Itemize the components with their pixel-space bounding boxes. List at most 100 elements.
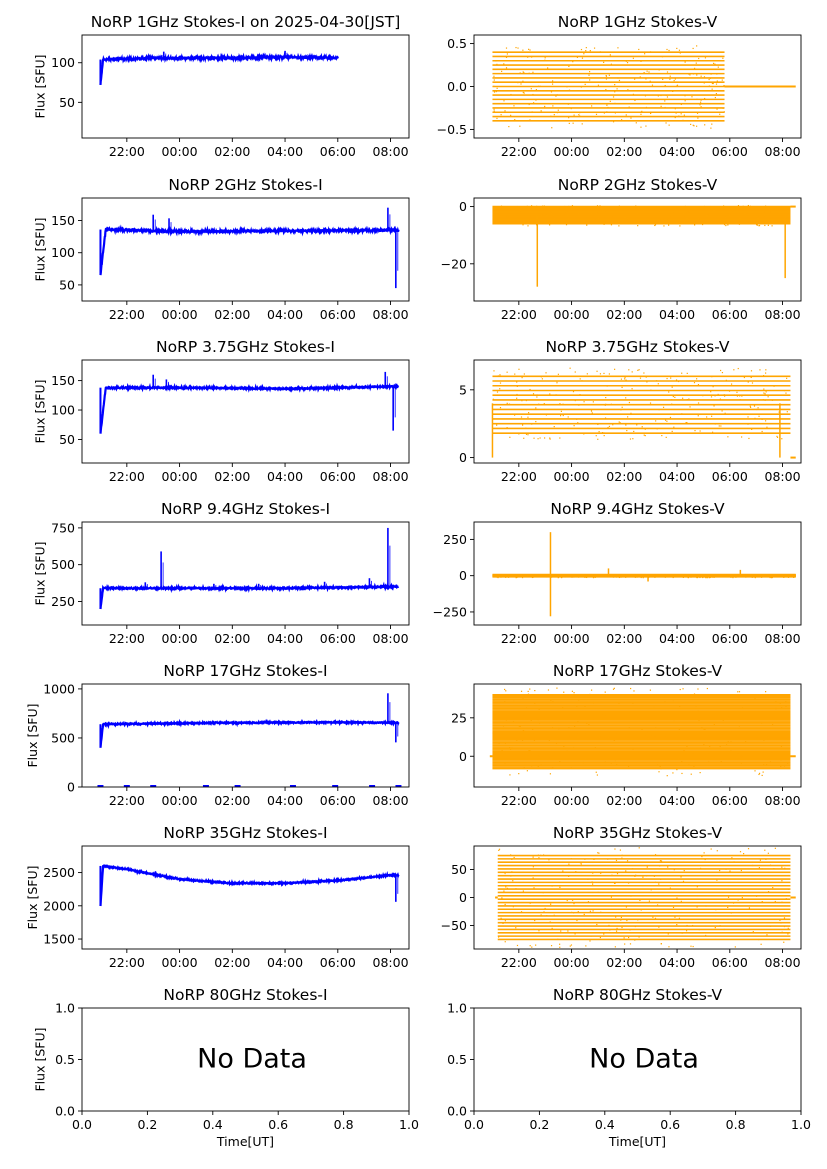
stokes-v-point	[704, 574, 706, 576]
stokes-v-point	[571, 205, 574, 207]
stokes-v-point	[525, 427, 527, 429]
stokes-v-point	[585, 50, 587, 52]
x-tick-label: 00:00	[554, 307, 590, 322]
stokes-i-series	[99, 224, 400, 276]
stokes-v-point	[767, 221, 769, 223]
stokes-v-point	[642, 577, 644, 579]
stokes-v-point	[500, 114, 502, 116]
stokes-v-point	[761, 430, 763, 433]
stokes-v-point	[756, 574, 758, 577]
stokes-v-point	[620, 576, 622, 578]
stokes-v-point	[722, 107, 724, 109]
axes-frame	[473, 683, 802, 788]
stokes-v-point	[612, 576, 615, 578]
stokes-v-point	[739, 575, 741, 577]
stokes-v-point	[610, 63, 612, 65]
stokes-v-point	[615, 757, 618, 759]
stokes-v-point	[634, 78, 636, 80]
stokes-v-point	[572, 899, 574, 901]
stokes-v-point	[707, 577, 709, 579]
stokes-v-point	[726, 574, 728, 576]
stokes-v-point	[706, 416, 708, 418]
stokes-v-point	[529, 221, 531, 223]
stokes-v-point	[630, 385, 633, 387]
stokes-v-point	[497, 218, 500, 220]
stokes-v-point	[778, 411, 780, 413]
stokes-v-point	[493, 699, 495, 701]
stokes-v-point	[505, 47, 508, 49]
stokes-v-point	[688, 398, 690, 400]
x-tick-label: 22:00	[501, 307, 537, 322]
stokes-v-point	[502, 922, 504, 925]
stokes-v-point	[539, 208, 541, 210]
stokes-v-point	[569, 735, 571, 738]
stokes-v-point	[531, 576, 534, 579]
stokes-v-point	[525, 575, 528, 577]
stokes-v-point	[761, 418, 763, 420]
stokes-v-point	[620, 916, 622, 919]
stokes-v-point	[761, 576, 763, 578]
stokes-v-point	[577, 574, 579, 576]
stokes-v-point	[712, 386, 714, 388]
stokes-v-point	[684, 95, 686, 97]
stokes-v-point	[696, 98, 698, 100]
stokes-v-point	[532, 576, 535, 578]
stokes-v-point	[762, 375, 765, 377]
x-tick-label: 08:00	[765, 307, 801, 322]
stokes-v-point	[589, 79, 591, 81]
stokes-v-point	[533, 928, 535, 931]
stokes-v-point	[744, 575, 746, 577]
stokes-v-point	[645, 106, 648, 109]
stokes-v-point	[612, 575, 614, 577]
stokes-v-point	[529, 945, 531, 947]
stokes-v-point	[500, 207, 503, 209]
stokes-v-point	[591, 881, 593, 883]
stokes-v-point	[719, 925, 721, 927]
stokes-v-point	[773, 216, 775, 218]
stokes-v-point	[603, 933, 605, 935]
stokes-v-point	[686, 745, 688, 747]
stokes-v-point	[758, 772, 761, 774]
stokes-v-point	[540, 735, 542, 737]
stokes-v-point	[723, 84, 725, 87]
stokes-v-point	[637, 225, 639, 227]
stokes-v-point	[698, 928, 700, 931]
axes-frame	[81, 34, 410, 139]
stokes-v-point	[676, 207, 678, 209]
stokes-v-point	[663, 218, 665, 220]
stokes-v-point	[572, 61, 574, 63]
stokes-v-point	[574, 933, 576, 935]
y-tick-label: 500	[51, 730, 75, 745]
stokes-v-point	[540, 110, 542, 112]
x-tick-label: 04:00	[267, 307, 303, 322]
stokes-v-point	[570, 767, 572, 769]
stokes-v-point	[500, 917, 502, 919]
stokes-v-point	[502, 219, 504, 221]
stokes-i-series	[99, 863, 400, 907]
stokes-v-point	[584, 732, 586, 735]
stokes-v-point	[509, 774, 511, 776]
stokes-v-point	[596, 212, 598, 214]
stokes-v-point	[786, 411, 788, 413]
stokes-v-point	[592, 206, 594, 208]
axes-frame	[473, 359, 802, 464]
stokes-v-point	[787, 762, 789, 764]
stokes-v-point	[667, 575, 669, 578]
stokes-v-point	[584, 858, 586, 860]
stokes-v-point	[707, 574, 710, 576]
stokes-v-point	[690, 574, 692, 576]
stokes-v-point	[735, 222, 737, 224]
stokes-v-point	[731, 857, 733, 859]
stokes-v-point	[586, 224, 588, 226]
stokes-v-point	[612, 688, 615, 690]
stokes-v-point	[730, 383, 733, 385]
stokes-v-point	[655, 218, 657, 220]
x-tick-label: 02:00	[606, 955, 642, 970]
y-tick-label: 100	[51, 245, 75, 260]
stokes-v-point	[685, 422, 687, 424]
stokes-v-point	[749, 205, 751, 207]
x-tick-label: 08:00	[765, 144, 801, 159]
stokes-v-point	[564, 213, 566, 215]
stokes-v-point	[776, 436, 779, 438]
stokes-v-point	[497, 575, 499, 577]
